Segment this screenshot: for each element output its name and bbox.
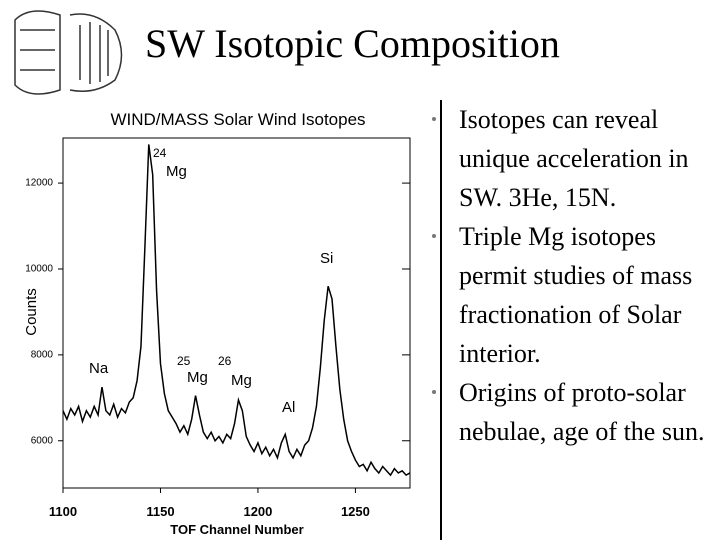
annotation: 26 [218,354,232,368]
plot-frame [62,137,411,489]
slide-title: SW Isotopic Composition [145,21,560,66]
annotation: Al [282,399,295,416]
bullet: Triple Mg isotopes permit studies of mas… [432,217,717,373]
y-axis-label: Counts [23,288,40,336]
chart-title: WIND/MASS Solar Wind Isotopes [110,110,365,129]
annotation: Mg [166,163,187,180]
x-tick-label: 1150 [146,504,174,519]
bullet: Isotopes can reveal unique acceleration … [432,100,717,217]
x-tick-label: 1100 [49,504,77,519]
bullet: Origins of proto-solar nebulae, age of t… [432,373,717,451]
y-tick-label: 6000 [31,435,54,446]
annotation: Mg [187,369,208,386]
annotation: Na [89,360,109,377]
x-tick-label: 1200 [243,504,272,519]
logo [8,8,128,95]
annotation: 24 [153,146,167,160]
x-tick-label: 1250 [341,504,370,519]
data-line [62,144,411,477]
y-tick-label: 8000 [31,350,54,361]
annotation: Si [320,250,333,267]
annotation: Mg [231,372,252,389]
y-tick-label: 12000 [25,178,53,189]
bullet-list: Isotopes can reveal unique acceleration … [432,100,717,451]
annotation: 25 [177,354,191,368]
y-tick-label: 10000 [25,264,53,275]
x-axis-label: TOF Channel Number [170,522,303,537]
